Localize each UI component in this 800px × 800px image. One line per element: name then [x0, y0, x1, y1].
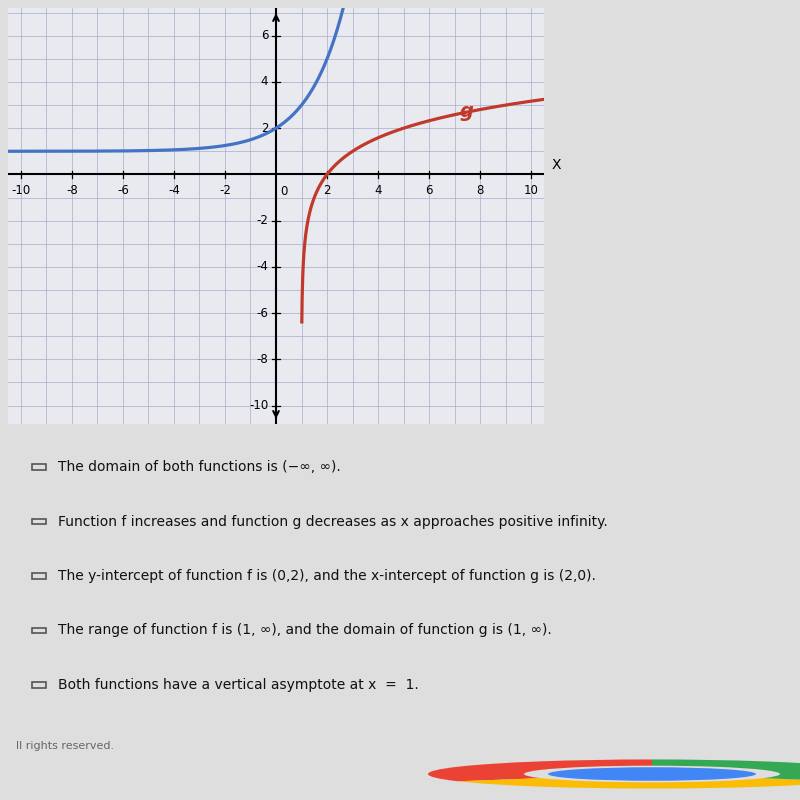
- Text: The range of function f is (1, ∞), and the domain of function g is (1, ∞).: The range of function f is (1, ∞), and t…: [58, 623, 552, 638]
- Wedge shape: [652, 759, 800, 782]
- Text: 6: 6: [261, 30, 268, 42]
- Text: 6: 6: [426, 184, 433, 197]
- Text: 10: 10: [524, 184, 538, 197]
- Text: -10: -10: [249, 399, 268, 412]
- Wedge shape: [428, 759, 652, 782]
- Text: -4: -4: [168, 184, 180, 197]
- Text: -6: -6: [257, 306, 268, 319]
- Text: 2: 2: [261, 122, 268, 134]
- Text: The domain of both functions is (−∞, ∞).: The domain of both functions is (−∞, ∞).: [58, 460, 341, 474]
- Text: g: g: [460, 102, 474, 121]
- Circle shape: [548, 767, 756, 781]
- Text: 8: 8: [477, 184, 484, 197]
- Text: -2: -2: [219, 184, 231, 197]
- Wedge shape: [458, 778, 800, 789]
- Text: ll rights reserved.: ll rights reserved.: [16, 741, 114, 751]
- Text: X: X: [552, 158, 561, 172]
- Text: -4: -4: [257, 260, 268, 274]
- Text: -8: -8: [66, 184, 78, 197]
- Text: 4: 4: [261, 75, 268, 89]
- Text: -8: -8: [257, 353, 268, 366]
- Text: -10: -10: [11, 184, 30, 197]
- Text: The y-intercept of function f is (0,2), and the x-intercept of function g is (2,: The y-intercept of function f is (0,2), …: [58, 569, 596, 583]
- Text: 4: 4: [374, 184, 382, 197]
- Text: Both functions have a vertical asymptote at x  =  1.: Both functions have a vertical asymptote…: [58, 678, 419, 692]
- Text: -2: -2: [257, 214, 268, 227]
- Text: 0: 0: [281, 185, 288, 198]
- Text: 2: 2: [323, 184, 330, 197]
- Text: -6: -6: [117, 184, 129, 197]
- Text: Function f increases and function g decreases as x approaches positive infinity.: Function f increases and function g decr…: [58, 514, 608, 529]
